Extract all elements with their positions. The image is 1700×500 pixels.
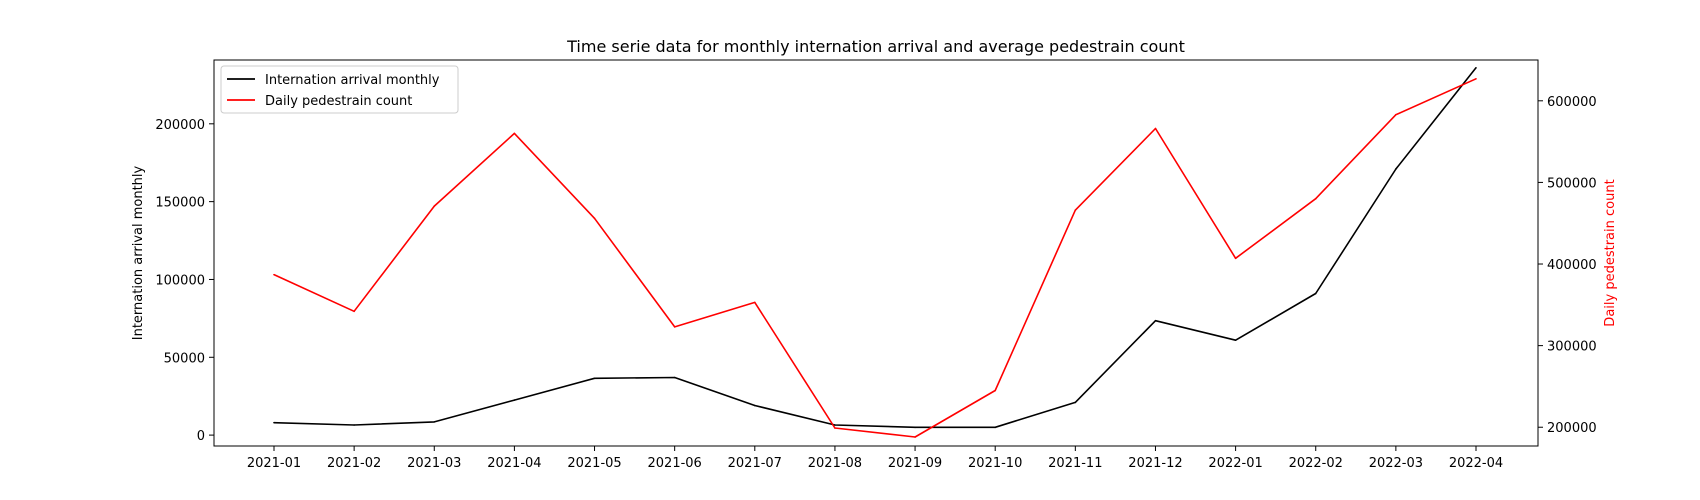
data-point — [1395, 168, 1397, 170]
data-point — [353, 424, 355, 426]
right-y-tick-label: 400000 — [1547, 258, 1597, 273]
data-point — [1314, 197, 1317, 200]
data-point — [1314, 292, 1317, 295]
data-point — [914, 426, 916, 429]
x-tick-label: 2021-08 — [808, 456, 862, 471]
x-tick-label: 2021-01 — [247, 456, 301, 471]
left-y-tick-label: 200000 — [155, 118, 205, 133]
data-point — [1475, 66, 1477, 69]
x-tick-label: 2021-03 — [407, 456, 461, 471]
x-tick-label: 2021-07 — [728, 456, 782, 471]
data-point — [673, 376, 676, 379]
data-point — [353, 310, 355, 313]
data-point — [834, 427, 836, 429]
series-layer — [273, 66, 1477, 438]
x-tick-label: 2022-01 — [1208, 456, 1262, 471]
left-y-tick-label: 150000 — [155, 196, 205, 211]
right-y-tick-label: 500000 — [1547, 176, 1597, 191]
x-tick-label: 2021-05 — [567, 456, 621, 471]
data-point — [513, 132, 516, 135]
x-tick-label: 2022-04 — [1449, 456, 1503, 471]
data-point — [1074, 401, 1077, 404]
data-point — [593, 217, 596, 220]
left-y-axis-label: Internation arrival monthly — [131, 165, 146, 340]
x-tick-label: 2021-04 — [487, 456, 541, 471]
legend: Internation arrival monthly Daily pedestr… — [220, 65, 459, 114]
plot-frame — [213, 59, 1539, 447]
right-y-tick-label: 200000 — [1547, 421, 1597, 436]
data-point — [433, 205, 436, 207]
data-point — [754, 404, 756, 407]
x-tick-label: 2021-09 — [888, 456, 942, 471]
left-y-tick-label: 0 — [197, 429, 205, 444]
left-y-tick-label: 100000 — [155, 273, 205, 288]
x-tick-label: 2022-03 — [1369, 456, 1423, 471]
plot-border — [213, 59, 1539, 447]
legend-box — [220, 65, 459, 114]
data-point — [273, 273, 275, 276]
data-point — [1475, 77, 1477, 80]
chart-title: Time serie data for monthly internation … — [566, 37, 1185, 56]
data-point — [513, 399, 516, 401]
x-tick-label: 2021-02 — [327, 456, 381, 471]
right-y-tick-label: 300000 — [1547, 340, 1597, 355]
data-point — [1395, 113, 1397, 116]
x-tick-label: 2021-11 — [1048, 456, 1102, 471]
x-tick-label: 2021-06 — [648, 456, 702, 471]
legend-label: Internation arrival monthly — [265, 73, 440, 88]
data-point — [1154, 319, 1157, 322]
data-point — [1074, 209, 1077, 211]
x-tick-label: 2022-02 — [1289, 456, 1343, 471]
legend-label: Daily pedestrain count — [265, 94, 412, 109]
x-tick-label: 2021-12 — [1128, 456, 1182, 471]
data-point — [914, 436, 916, 438]
left-y-tick-label: 50000 — [164, 351, 205, 366]
data-point — [1234, 257, 1237, 260]
series-line-pedestrain-count — [273, 78, 1477, 438]
data-point — [994, 426, 996, 429]
x-tick-label: 2021-10 — [968, 456, 1022, 471]
data-point — [1234, 339, 1237, 341]
series-line-internation-arrival — [273, 67, 1477, 429]
data-point — [1154, 127, 1157, 130]
data-point — [834, 424, 836, 426]
data-point — [273, 421, 275, 424]
right-y-tick-label: 600000 — [1547, 95, 1597, 110]
data-point — [673, 326, 676, 328]
data-point — [754, 301, 756, 304]
data-point — [994, 389, 996, 392]
x-axis: 2021-01 2021-02 2021-03 2021-04 2021-05 2021-… — [247, 446, 1503, 471]
data-point — [593, 377, 596, 380]
right-y-axis-label: Daily pedestrain count — [1603, 179, 1618, 326]
left-y-axis: 0 50000 100000 150000 200000 — [155, 118, 214, 444]
right-y-axis: 200000 300000 400000 500000 600000 — [1538, 95, 1597, 436]
data-point — [433, 421, 436, 423]
